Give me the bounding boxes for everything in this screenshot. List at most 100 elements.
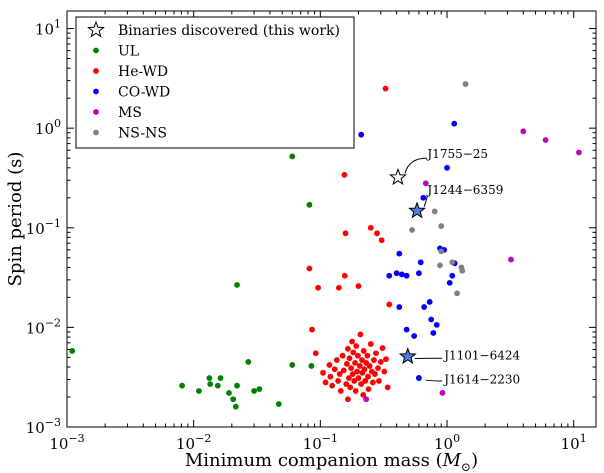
point-co-wd [396, 304, 403, 310]
point-co-wd [420, 194, 427, 201]
annotation-label: J1244−6359 [425, 183, 503, 197]
point-he-wd [384, 384, 391, 391]
x-tick-label: 10−1 [303, 432, 338, 453]
point-he-wd [345, 345, 351, 352]
point-co-wd [426, 299, 433, 305]
point-he-wd [383, 356, 389, 363]
point-ul [234, 282, 240, 288]
legend-marker [93, 88, 99, 95]
point-he-wd [322, 379, 329, 386]
point-he-wd [364, 352, 371, 359]
point-he-wd [345, 396, 351, 403]
point-ul [289, 153, 296, 160]
point-ns-ns [438, 223, 445, 229]
legend-marker [93, 129, 99, 136]
point-he-wd [306, 265, 313, 272]
point-co-wd [403, 272, 410, 279]
point-he-wd [372, 371, 378, 377]
axis-titles: Minimum companion mass (M⊙) Spin period (… [5, 152, 478, 473]
point-he-wd [345, 375, 352, 381]
point-he-wd [343, 361, 350, 367]
point-ul [306, 201, 313, 208]
point-co-wd [446, 279, 453, 286]
point-he-wd [341, 171, 348, 178]
annotation-arrow [425, 379, 443, 382]
point-he-wd [351, 378, 358, 384]
point-he-wd [386, 301, 393, 308]
point-co-wd [417, 259, 424, 266]
x-axis-title: Minimum companion mass (M⊙) [185, 450, 478, 473]
point-he-wd [352, 360, 358, 366]
point-co-wd [358, 131, 365, 138]
point-he-wd [367, 341, 374, 347]
point-co-wd [396, 250, 403, 257]
y-tick-label: 10−1 [26, 217, 61, 238]
point-he-wd [367, 224, 374, 231]
point-he-wd [374, 230, 380, 237]
legend-label: UL [118, 44, 139, 60]
point-he-wd [348, 365, 355, 372]
point-co-wd [430, 330, 437, 336]
point-co-wd [444, 164, 450, 171]
legend: Binaries discovered (this work) UL He-WD CO… [75, 16, 355, 149]
annotations: J1755−25 J1244−6359 J1101−6424 J1614−2230 [404, 147, 521, 386]
point-co-wd [411, 333, 418, 339]
star-marker [408, 201, 427, 219]
point-he-wd [360, 392, 367, 398]
x-tick-label: 10−3 [49, 432, 84, 453]
point-he-wd [326, 362, 333, 368]
legend-label: He-WD [118, 64, 168, 80]
point-he-wd [354, 368, 360, 375]
point-ul [207, 381, 214, 387]
point-he-wd [376, 378, 382, 384]
legend-star-icon [87, 20, 105, 38]
point-ns-ns [449, 259, 456, 266]
point-ul [256, 386, 263, 393]
y-tick-label: 10−3 [26, 416, 61, 437]
point-ul [230, 396, 237, 403]
annotation-label: J1755−25 [425, 147, 488, 161]
point-he-wd [337, 388, 344, 394]
point-ms [542, 137, 549, 143]
point-he-wd [373, 350, 379, 357]
point-co-wd [433, 321, 440, 328]
point-ul [214, 382, 221, 389]
point-ul [179, 382, 185, 389]
point-he-wd [339, 352, 346, 359]
point-he-wd [355, 375, 362, 381]
point-ns-ns [454, 290, 460, 297]
legend-label: CO-WD [118, 85, 170, 101]
point-he-wd [343, 381, 350, 387]
point-he-wd [335, 284, 342, 291]
point-co-wd [398, 271, 405, 278]
point-he-wd [352, 388, 359, 394]
point-ns-ns [459, 267, 466, 274]
point-co-wd [393, 270, 400, 277]
x-tick-label: 100 [434, 432, 460, 453]
point-he-wd [362, 378, 369, 384]
legend-marker [93, 68, 99, 74]
point-he-wd [361, 366, 368, 373]
y-axis-title: Spin period (s) [5, 152, 26, 287]
point-he-wd [346, 355, 353, 362]
legend-label: Binaries discovered (this work) [118, 23, 340, 39]
point-ul [69, 348, 76, 354]
point-ul [289, 362, 296, 368]
point-co-wd [451, 120, 458, 127]
point-ul [196, 388, 202, 394]
y-tick-label: 10−2 [26, 316, 61, 337]
point-ul [234, 382, 240, 389]
point-ns-ns [409, 227, 415, 233]
point-ms [439, 389, 446, 396]
annotation-label: J1614−2230 [442, 372, 520, 386]
axis-ticks: 10−3 10−2 10−1 100 101 10−3 10−2 10−1 100 101 [26, 11, 596, 453]
point-he-wd [336, 371, 343, 377]
point-ms [576, 149, 582, 156]
point-he-wd [341, 272, 348, 279]
point-he-wd [340, 367, 347, 374]
point-he-wd [370, 379, 376, 386]
point-he-wd [381, 368, 388, 375]
point-he-wd [312, 350, 319, 357]
point-he-wd [365, 386, 372, 393]
point-he-wd [378, 237, 385, 244]
